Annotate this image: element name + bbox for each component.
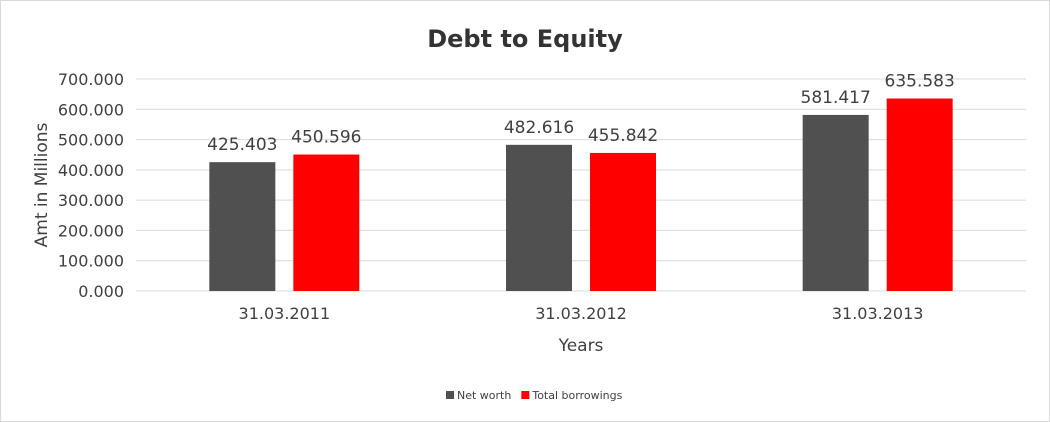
y-tick-label: 300.000	[58, 191, 124, 210]
data-label: 635.583	[885, 72, 955, 92]
bar-total-borrowings	[293, 154, 360, 291]
bar-net-worth	[802, 114, 869, 291]
x-tick-label: 31.03.2011	[239, 304, 331, 323]
y-tick-label: 700.000	[58, 70, 124, 89]
data-label: 482.616	[504, 118, 574, 138]
chart-title: Debt to Equity	[427, 25, 623, 53]
bar-total-borrowings	[886, 98, 953, 291]
y-tick-label: 200.000	[58, 221, 124, 240]
x-tick-label: 31.03.2012	[535, 304, 627, 323]
y-tick-label: 400.000	[58, 161, 124, 180]
data-label: 581.417	[801, 88, 871, 108]
data-label: 455.842	[588, 126, 658, 146]
y-axis-label: Amt in Millions	[32, 122, 52, 247]
bar-total-borrowings	[590, 152, 656, 291]
legend-swatch	[446, 391, 454, 399]
bar-net-worth	[506, 144, 572, 291]
legend-label: Net worth	[457, 389, 511, 402]
bar-net-worth	[209, 162, 276, 291]
y-tick-label: 100.000	[58, 252, 124, 271]
x-tick-label: 31.03.2013	[832, 304, 924, 323]
legend-swatch	[521, 391, 530, 399]
y-tick-label: 600.000	[58, 100, 124, 119]
data-label: 425.403	[207, 135, 277, 155]
data-label: 450.596	[291, 128, 361, 148]
y-tick-label: 500.000	[58, 131, 124, 150]
x-axis-label: Years	[558, 336, 604, 356]
legend-label: Total borrowings	[531, 389, 622, 402]
y-tick-label: 0.000	[78, 282, 124, 301]
